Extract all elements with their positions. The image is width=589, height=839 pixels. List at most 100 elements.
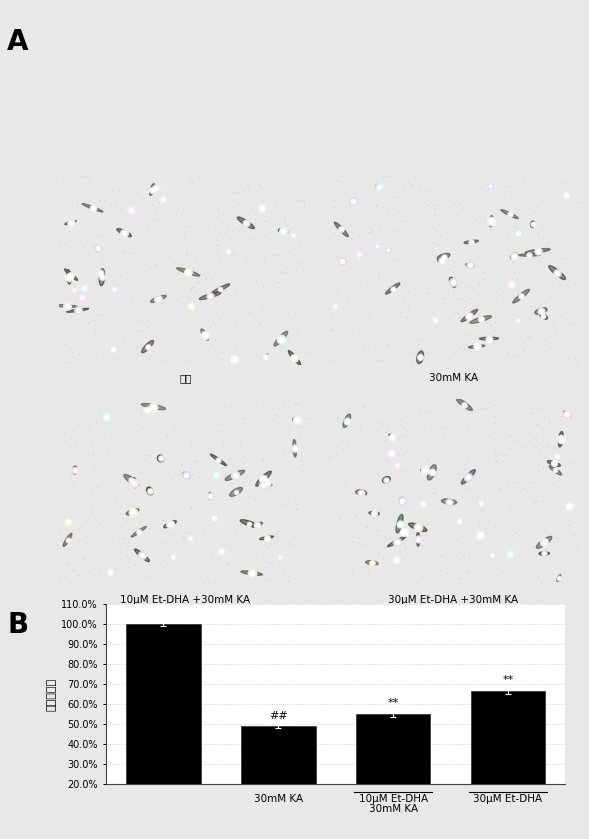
Point (208, 271, 217, 284)
Point (118, 246, 127, 259)
Point (95, 480, 104, 493)
Point (70, 435, 80, 448)
Point (94, 308, 103, 321)
Point (439, 431, 448, 445)
Point (85, 438, 95, 451)
Point (119, 479, 128, 492)
Point (569, 529, 578, 543)
Point (395, 512, 404, 525)
Point (296, 550, 306, 563)
Point (511, 526, 521, 539)
Point (250, 413, 260, 426)
Point (370, 427, 380, 440)
Point (407, 574, 416, 587)
Point (569, 420, 578, 433)
Point (429, 532, 439, 545)
Polygon shape (537, 536, 552, 549)
Point (288, 190, 297, 203)
Point (465, 309, 474, 322)
Point (485, 179, 495, 192)
Point (560, 450, 569, 463)
Point (284, 575, 294, 588)
Point (468, 352, 477, 365)
Point (454, 326, 463, 339)
Point (203, 192, 212, 206)
Point (367, 471, 376, 484)
Point (66, 472, 75, 486)
Point (239, 498, 248, 511)
Point (411, 289, 421, 302)
Point (152, 258, 161, 272)
Point (89, 246, 98, 259)
Point (259, 408, 268, 421)
Point (439, 452, 448, 466)
Point (574, 440, 584, 454)
Point (540, 535, 549, 549)
Point (62, 180, 71, 194)
Point (494, 482, 504, 496)
Point (495, 447, 505, 461)
Point (242, 219, 252, 232)
Text: ##: ## (269, 711, 287, 722)
Point (100, 194, 110, 207)
Point (124, 336, 134, 349)
Point (205, 489, 214, 503)
Point (64, 270, 74, 284)
Point (178, 202, 188, 216)
Point (550, 317, 560, 331)
Point (519, 303, 529, 316)
Point (170, 483, 180, 497)
Point (133, 397, 142, 410)
Point (164, 467, 173, 481)
Point (100, 454, 110, 467)
Point (70, 286, 80, 300)
Point (528, 224, 537, 237)
Point (574, 400, 583, 414)
Point (112, 278, 121, 291)
Point (168, 401, 177, 414)
Point (280, 200, 290, 213)
Text: 对照: 对照 (179, 373, 192, 383)
Point (330, 486, 340, 499)
Point (575, 446, 584, 459)
Point (399, 293, 408, 306)
Point (337, 254, 346, 268)
Point (148, 398, 157, 411)
Point (537, 517, 546, 530)
Point (281, 189, 290, 202)
Point (573, 548, 582, 561)
Point (275, 572, 284, 586)
Point (279, 179, 288, 192)
Point (560, 219, 569, 232)
Point (474, 515, 484, 529)
Point (459, 289, 469, 303)
Point (108, 185, 117, 198)
Point (458, 422, 467, 435)
Point (324, 320, 333, 333)
Point (254, 179, 264, 192)
Point (273, 264, 283, 278)
Point (190, 397, 200, 410)
Point (153, 540, 162, 554)
Point (267, 310, 277, 323)
Point (503, 580, 512, 593)
Point (65, 252, 75, 265)
Point (269, 435, 278, 449)
Point (298, 194, 307, 207)
Point (444, 252, 454, 265)
Point (322, 284, 332, 297)
Point (474, 278, 484, 291)
Point (62, 319, 72, 332)
Point (70, 404, 79, 418)
Point (97, 440, 106, 454)
Point (465, 354, 474, 367)
Point (190, 436, 200, 450)
Point (436, 502, 445, 515)
Point (527, 291, 537, 305)
Point (461, 327, 471, 341)
Polygon shape (65, 269, 78, 280)
Point (181, 248, 191, 261)
Point (289, 242, 299, 255)
Point (352, 332, 361, 346)
Point (460, 270, 469, 284)
